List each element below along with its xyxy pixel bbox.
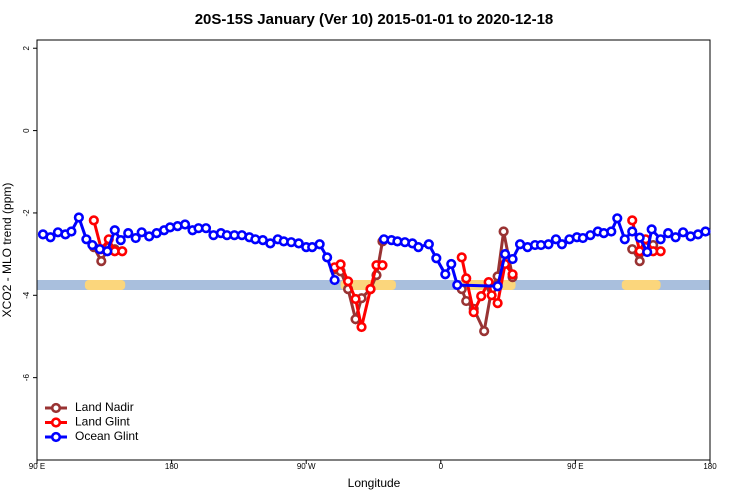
legend-marker (50, 417, 62, 428)
plot-frame (36, 39, 711, 461)
y-tick-label: -6 (22, 374, 31, 382)
point (200, 223, 212, 234)
legend-marker (50, 431, 62, 443)
point (634, 256, 645, 267)
point (96, 256, 107, 267)
point (677, 227, 689, 238)
x-tick-label: 90 E (29, 462, 45, 471)
point (655, 246, 666, 257)
point (498, 226, 509, 237)
point (461, 273, 472, 284)
x-axis-title: Longitude (348, 476, 401, 490)
point (123, 228, 134, 239)
legend-label: Land Nadir (75, 400, 134, 414)
point (452, 279, 463, 291)
point (329, 274, 340, 286)
legend-label: Ocean Glint (75, 429, 139, 443)
point (461, 295, 472, 307)
point (606, 226, 617, 237)
point (543, 239, 554, 250)
point (431, 253, 442, 264)
y-axis-title: XCO2 - MLO trend (ppm) (0, 183, 14, 318)
point (335, 259, 346, 270)
x-tick-label: 90 E (567, 462, 583, 471)
point (356, 321, 367, 333)
point (642, 246, 653, 258)
point (350, 293, 361, 305)
point (619, 234, 630, 245)
point (365, 284, 376, 295)
x-tick-label: 180 (703, 462, 717, 471)
land-band (621, 280, 661, 290)
x-tick-label: 180 (165, 462, 179, 471)
point (627, 226, 638, 237)
point (322, 252, 333, 263)
point (486, 290, 497, 301)
point (130, 232, 141, 244)
y-tick-label: -2 (22, 209, 31, 217)
point (492, 298, 503, 309)
point (492, 281, 503, 292)
point (88, 215, 99, 226)
legend-marker (50, 402, 62, 414)
point (500, 249, 511, 260)
point (109, 225, 120, 236)
point (423, 239, 434, 250)
y-tick-label: -4 (22, 291, 31, 299)
point (476, 291, 487, 302)
point (413, 242, 424, 253)
point (293, 238, 304, 249)
point (377, 260, 388, 271)
x-tick-label: 90 W (297, 462, 316, 471)
point (314, 239, 325, 250)
point (81, 234, 92, 245)
point (655, 234, 666, 245)
point (507, 253, 518, 265)
point (468, 307, 479, 318)
point (45, 232, 56, 243)
y-tick-label: 0 (22, 128, 31, 133)
point (265, 238, 276, 249)
point (646, 224, 657, 235)
point (179, 219, 191, 230)
point (342, 276, 354, 287)
point (136, 227, 147, 238)
point (612, 213, 623, 224)
point (66, 226, 77, 237)
land-band (84, 280, 126, 290)
point (663, 228, 674, 239)
legend-label: Land Glint (75, 415, 130, 429)
point (102, 246, 113, 257)
point (700, 226, 711, 237)
point (479, 326, 490, 337)
point (117, 246, 128, 257)
point (634, 232, 645, 243)
point (556, 239, 568, 250)
point (87, 239, 98, 251)
point (440, 269, 451, 280)
point (585, 230, 596, 241)
x-tick-label: 0 (439, 462, 444, 471)
point (670, 232, 681, 243)
chart-title: 20S-15S January (Ver 10) 2015-01-01 to 2… (195, 11, 554, 28)
point (73, 212, 84, 223)
y-tick-label: 2 (22, 45, 31, 50)
point (627, 215, 638, 226)
point (115, 235, 126, 246)
point (507, 269, 518, 280)
point (456, 252, 467, 263)
point (446, 258, 457, 270)
